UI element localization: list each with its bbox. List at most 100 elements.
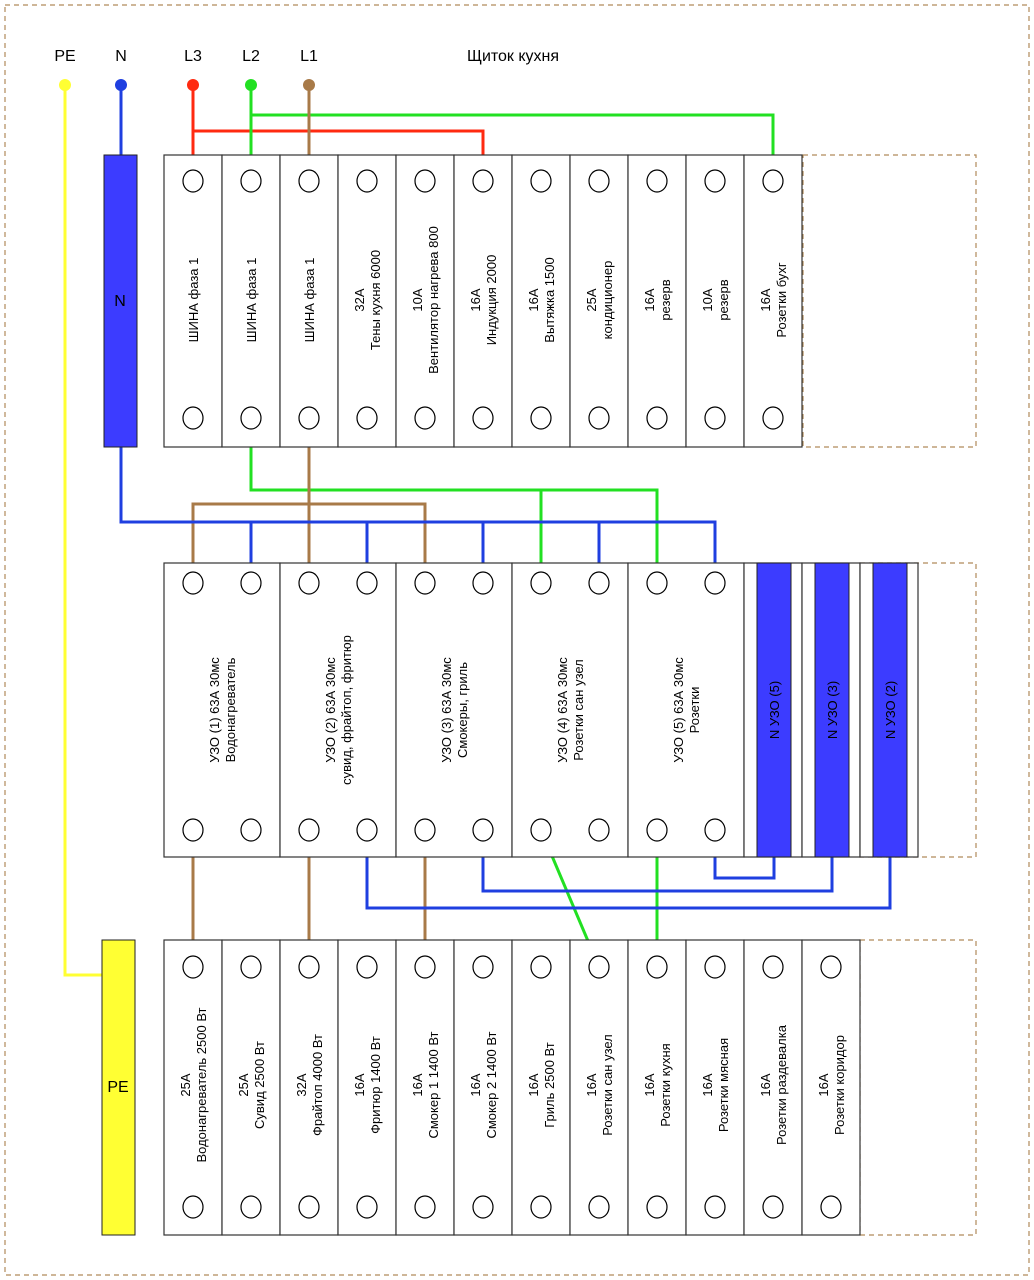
terminal[interactable] [240, 571, 262, 595]
breaker-module[interactable]: 25Акондиционер [569, 154, 629, 448]
breaker-module[interactable]: 25АВодонагреватель 2500 Вт [163, 939, 223, 1236]
terminal[interactable] [704, 406, 726, 430]
terminal[interactable] [298, 406, 320, 430]
terminal[interactable] [414, 955, 436, 979]
terminal[interactable] [588, 571, 610, 595]
breaker-module[interactable]: 16АСмокер 2 1400 Вт [453, 939, 513, 1236]
terminal[interactable] [820, 1195, 842, 1219]
terminal[interactable] [762, 1195, 784, 1219]
terminal[interactable] [646, 1195, 668, 1219]
terminal[interactable] [646, 818, 668, 842]
terminal[interactable] [704, 571, 726, 595]
breaker-module[interactable]: 16АФритюр 1400 Вт [337, 939, 397, 1236]
terminal[interactable] [414, 169, 436, 193]
neutral-busbar[interactable]: N [103, 154, 138, 448]
terminal[interactable] [588, 169, 610, 193]
terminal[interactable] [414, 571, 436, 595]
rcd-module[interactable]: УЗО (2) 63А 30мссувид, фрайтоп, фритюр [279, 562, 397, 858]
breaker-module[interactable]: 16АРозетки раздевалка [743, 939, 803, 1236]
terminal[interactable] [588, 818, 610, 842]
terminal[interactable] [472, 406, 494, 430]
terminal[interactable] [588, 955, 610, 979]
terminal[interactable] [472, 1195, 494, 1219]
terminal[interactable] [530, 571, 552, 595]
breaker-module[interactable]: 16Арезерв [627, 154, 687, 448]
breaker-module[interactable]: 16АРозетки коридор [801, 939, 861, 1236]
terminal[interactable] [588, 1195, 610, 1219]
terminal[interactable] [704, 818, 726, 842]
terminal[interactable] [298, 571, 320, 595]
terminal[interactable] [646, 169, 668, 193]
rcd-neutral-bar[interactable]: N УЗО (5) [743, 562, 803, 858]
terminal[interactable] [240, 406, 262, 430]
breaker-module[interactable]: 16АРозетки кухня [627, 939, 687, 1236]
breaker-module[interactable]: 25АСувид 2500 Вт [221, 939, 281, 1236]
terminal[interactable] [704, 955, 726, 979]
rail-terminal-l2[interactable] [245, 79, 257, 91]
rcd-neutral-bar[interactable]: N УЗО (2) [859, 562, 919, 858]
terminal[interactable] [530, 955, 552, 979]
terminal[interactable] [588, 406, 610, 430]
breaker-module[interactable]: 16АРозетки мясная [685, 939, 745, 1236]
pe-busbar[interactable]: PE [101, 939, 136, 1236]
rcd-module[interactable]: УЗО (3) 63А 30мсСмокеры, гриль [395, 562, 513, 858]
breaker-module[interactable]: 16АСмокер 1 1400 Вт [395, 939, 455, 1236]
terminal[interactable] [240, 955, 262, 979]
terminal[interactable] [182, 169, 204, 193]
terminal[interactable] [182, 955, 204, 979]
breaker-module[interactable]: 16АРозетки сан узел [569, 939, 629, 1236]
terminal[interactable] [762, 955, 784, 979]
rcd-module[interactable]: УЗО (4) 63А 30мсРозетки сан узел [511, 562, 629, 858]
terminal[interactable] [356, 1195, 378, 1219]
terminal[interactable] [646, 571, 668, 595]
terminal[interactable] [298, 818, 320, 842]
terminal[interactable] [356, 818, 378, 842]
terminal[interactable] [182, 1195, 204, 1219]
terminal[interactable] [646, 955, 668, 979]
terminal[interactable] [646, 406, 668, 430]
rail-terminal-n[interactable] [115, 79, 127, 91]
terminal[interactable] [356, 571, 378, 595]
terminal[interactable] [530, 406, 552, 430]
terminal[interactable] [762, 406, 784, 430]
terminal[interactable] [414, 406, 436, 430]
breaker-module[interactable]: ШИНА фаза 1 [221, 154, 281, 448]
rcd-module[interactable]: УЗО (5) 63А 30мсРозетки [627, 562, 745, 858]
terminal[interactable] [530, 1195, 552, 1219]
breaker-module[interactable]: 32АТены кухня 6000 [337, 154, 397, 448]
breaker-module[interactable]: ШИНА фаза 1 [279, 154, 339, 448]
breaker-module[interactable]: 16АРозетки бухг [743, 154, 803, 448]
breaker-module[interactable]: 16АГриль 2500 Вт [511, 939, 571, 1236]
terminal[interactable] [820, 955, 842, 979]
rcd-neutral-bar[interactable]: N УЗО (3) [801, 562, 861, 858]
breaker-module[interactable]: 32АФрайтоп 4000 Вт [279, 939, 339, 1236]
terminal[interactable] [472, 169, 494, 193]
breaker-module[interactable]: 16АИндукция 2000 [453, 154, 513, 448]
terminal[interactable] [298, 1195, 320, 1219]
terminal[interactable] [240, 818, 262, 842]
terminal[interactable] [704, 169, 726, 193]
terminal[interactable] [356, 955, 378, 979]
rail-terminal-l3[interactable] [187, 79, 199, 91]
terminal[interactable] [182, 571, 204, 595]
breaker-module[interactable]: ШИНА фаза 1 [163, 154, 223, 448]
breaker-module[interactable]: 16АВытяжка 1500 [511, 154, 571, 448]
terminal[interactable] [472, 955, 494, 979]
rail-terminal-pe[interactable] [59, 79, 71, 91]
terminal[interactable] [182, 406, 204, 430]
terminal[interactable] [240, 169, 262, 193]
rail-terminal-l1[interactable] [303, 79, 315, 91]
terminal[interactable] [356, 406, 378, 430]
terminal[interactable] [472, 818, 494, 842]
breaker-module[interactable]: 10Арезерв [685, 154, 745, 448]
terminal[interactable] [298, 169, 320, 193]
terminal[interactable] [472, 571, 494, 595]
rcd-module[interactable]: УЗО (1) 63А 30мсВодонагреватель [163, 562, 281, 858]
terminal[interactable] [298, 955, 320, 979]
terminal[interactable] [356, 169, 378, 193]
terminal[interactable] [414, 818, 436, 842]
terminal[interactable] [240, 1195, 262, 1219]
terminal[interactable] [182, 818, 204, 842]
terminal[interactable] [762, 169, 784, 193]
terminal[interactable] [530, 169, 552, 193]
